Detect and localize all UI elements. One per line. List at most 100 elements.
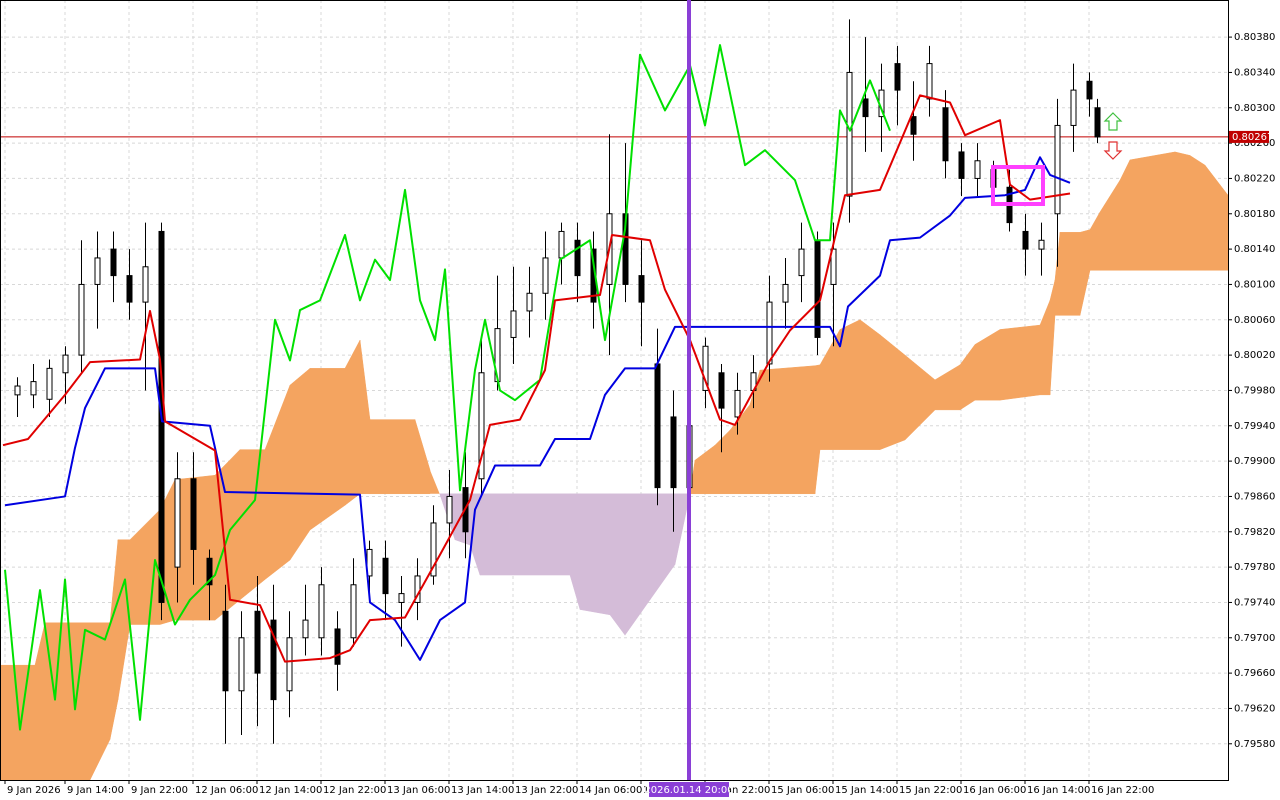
overlay: 0.80267 2026.01.14 20:00	[644, 0, 1273, 797]
cloud	[839, 319, 861, 450]
candle-body	[14, 385, 21, 396]
y-tick-label: 0.80100	[1234, 279, 1275, 290]
y-tick-label: 0.80260	[1234, 138, 1275, 149]
candle-body	[1022, 230, 1029, 250]
y-tick-label: 0.79620	[1234, 703, 1275, 714]
candle-body	[1086, 80, 1093, 100]
time-marker-label: 2026.01.14 20:00	[644, 785, 733, 796]
candle-body	[910, 116, 917, 135]
cloud	[1129, 151, 1176, 271]
x-tick-label: 16 Jan 06:00	[963, 785, 1026, 796]
cloud	[1204, 164, 1228, 271]
candle-body	[350, 584, 357, 639]
candle-body	[766, 301, 773, 365]
candle-body	[718, 372, 725, 409]
y-tick-label: 0.80020	[1234, 350, 1275, 361]
x-tick-label: 13 Jan 14:00	[451, 785, 514, 796]
x-tick-label: 9 Jan 14:00	[67, 785, 124, 796]
cloud	[369, 419, 416, 495]
candle-body	[302, 619, 309, 639]
candle-body	[1038, 239, 1045, 250]
x-tick-label: 16 Jan 14:00	[1027, 785, 1090, 796]
candle-body	[542, 257, 549, 294]
candle-body	[1070, 89, 1077, 126]
candle-body	[286, 637, 293, 692]
y-tick-label: 0.80300	[1234, 103, 1275, 114]
candle-body	[830, 248, 837, 285]
candle-body	[574, 239, 581, 277]
plot-area	[0, 19, 1228, 780]
candle-body	[1054, 124, 1061, 215]
y-tick-label: 0.80060	[1234, 315, 1275, 326]
axes: 0.80380 0.80340 0.80300 0.80260 0.80220 0.801…	[4, 32, 1275, 796]
candle-body	[862, 98, 869, 118]
cloud	[309, 368, 346, 531]
candle-body	[1094, 107, 1101, 138]
x-tick-label: 13 Jan 22:00	[515, 785, 578, 796]
up-arrow	[1103, 112, 1123, 131]
price-label-box	[1229, 130, 1269, 143]
candle-body	[974, 160, 981, 179]
candle-body	[318, 584, 325, 639]
candle-body	[446, 495, 453, 524]
candle-body	[702, 345, 709, 391]
candle-body	[430, 522, 437, 577]
price-label: 0.80267	[1232, 132, 1273, 143]
indicator-line	[2, 94, 1071, 663]
cloud	[1059, 232, 1081, 316]
candle-body	[526, 292, 533, 312]
candle-body	[78, 283, 85, 356]
candle-body	[110, 248, 117, 277]
candle-body	[334, 628, 341, 665]
candle-body	[894, 63, 901, 91]
candle-body	[638, 275, 645, 303]
candle-body	[174, 478, 181, 568]
y-tick-label: 0.79980	[1234, 385, 1275, 396]
candle-body	[958, 151, 965, 179]
candle-body	[254, 610, 261, 674]
y-tick-label: 0.79940	[1234, 421, 1275, 432]
x-tick-label: 14 Jan 06:00	[579, 785, 642, 796]
cloud	[479, 493, 571, 576]
candle-body	[398, 593, 405, 603]
y-tick-label: 0.80340	[1234, 67, 1275, 78]
cloud	[1189, 155, 1206, 271]
candle-body	[142, 266, 149, 303]
x-tick-label: 15 Jan 22:00	[899, 785, 962, 796]
x-tick-label: 9 Jan 2026	[7, 785, 61, 796]
candle-body	[206, 557, 213, 586]
y-tick-label: 0.79740	[1234, 597, 1275, 608]
cloud	[999, 324, 1041, 401]
candle-body	[926, 63, 933, 100]
indicator-line	[4, 44, 891, 731]
cloud	[859, 319, 881, 450]
y-tick-label: 0.80140	[1234, 244, 1275, 255]
y-tick-label: 0.80180	[1234, 209, 1275, 220]
x-tick-label: 16 Jan 22:00	[1091, 785, 1154, 796]
indicator-line	[4, 156, 1071, 661]
y-tick-label: 0.80220	[1234, 173, 1275, 184]
candle-body	[558, 230, 565, 259]
candle-body	[222, 610, 229, 692]
x-tick-label: 12 Jan 06:00	[195, 785, 258, 796]
y-tick-label: 0.79820	[1234, 527, 1275, 538]
candle-body	[238, 637, 245, 692]
cloud	[44, 622, 91, 780]
candle-body	[126, 275, 133, 303]
cloud	[1174, 151, 1191, 271]
x-tick-label: 14 Jan 22:00	[707, 785, 770, 796]
y-tick-label: 0.79860	[1234, 491, 1275, 502]
y-tick-label: 0.79700	[1234, 633, 1275, 644]
candle-body	[478, 372, 485, 480]
candle-body	[942, 107, 949, 162]
time-marker-box	[649, 782, 729, 797]
x-tick-label: 9 Jan 22:00	[131, 785, 188, 796]
cloud	[430, 469, 440, 494]
x-tick-label: 12 Jan 14:00	[259, 785, 322, 796]
cloud	[579, 493, 611, 616]
candle-body	[46, 367, 53, 400]
candle-body	[734, 389, 741, 418]
candle-body	[798, 248, 805, 277]
